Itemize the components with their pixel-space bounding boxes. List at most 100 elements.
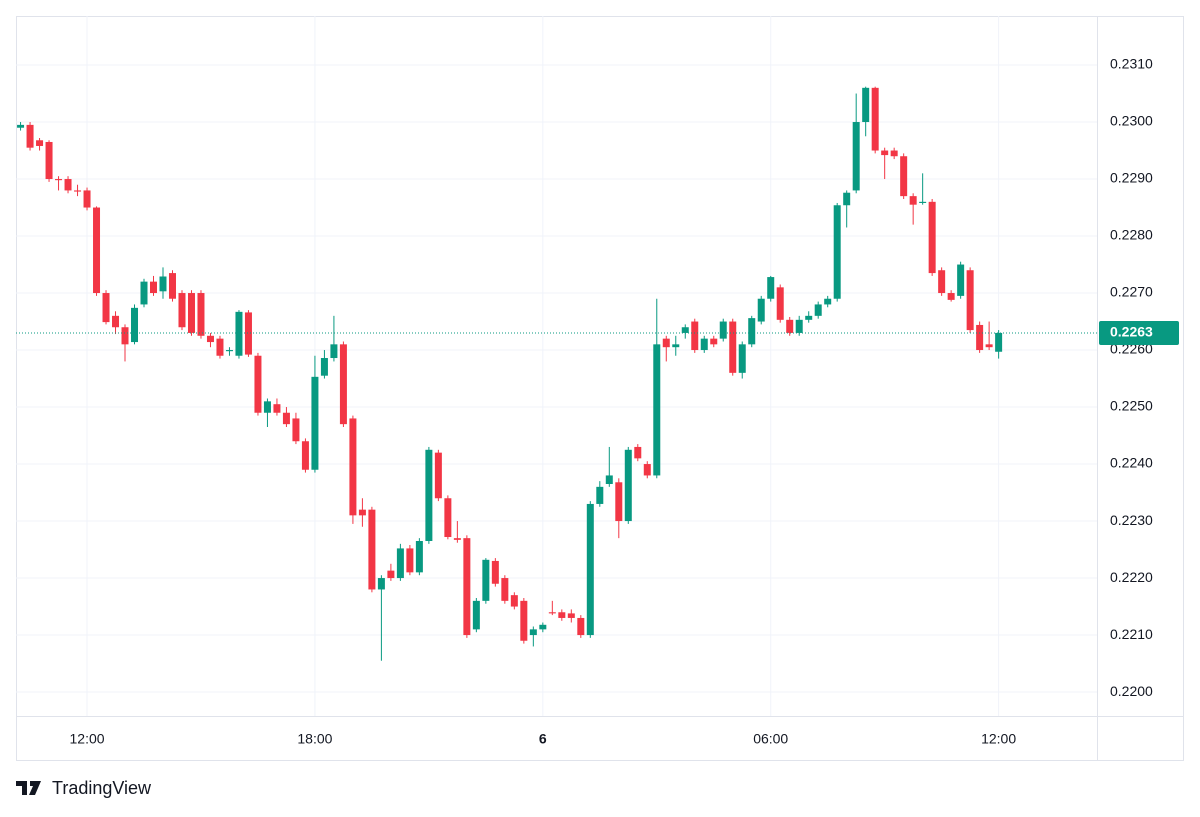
candle-body	[881, 150, 889, 156]
candle-body	[691, 321, 699, 351]
candle-body	[634, 446, 642, 459]
candle-body	[653, 344, 661, 476]
candle-body	[17, 124, 25, 128]
candle-body	[710, 338, 718, 345]
candle-body	[795, 319, 803, 333]
candle-body	[843, 192, 851, 206]
candle-body	[178, 293, 186, 328]
candle-body	[131, 307, 139, 343]
candle-body	[567, 613, 575, 618]
candle-body	[558, 612, 566, 618]
x-tick-label: 12:00	[981, 731, 1016, 747]
candle-body	[938, 270, 946, 294]
grid	[16, 16, 1097, 716]
candle-body	[539, 624, 547, 630]
candle-body	[330, 344, 338, 359]
candle-body	[453, 538, 461, 540]
candle-body	[757, 298, 765, 322]
candle-body	[339, 344, 347, 425]
candle-body	[976, 324, 984, 351]
logo-mark	[16, 781, 41, 795]
candle-body	[681, 327, 689, 333]
candle-body	[216, 338, 224, 356]
candle-body	[206, 335, 214, 343]
candle-body	[729, 321, 737, 373]
candle-body	[501, 578, 509, 601]
y-tick-label: 0.2310	[1110, 56, 1153, 72]
y-tick-label: 0.2250	[1110, 398, 1153, 414]
candle-body	[187, 293, 195, 333]
candle-body	[995, 332, 1003, 352]
y-tick-label: 0.2290	[1110, 170, 1153, 186]
logo: TradingView	[16, 778, 152, 798]
last-price-label: 0.2263	[1110, 324, 1153, 340]
y-tick-label: 0.2300	[1110, 113, 1153, 129]
candle-body	[55, 179, 63, 181]
candle-body	[121, 327, 129, 345]
candle-body	[93, 207, 101, 294]
candle-body	[824, 298, 832, 305]
candle-body	[463, 538, 471, 636]
candle-body	[83, 190, 91, 208]
candle-body	[235, 311, 243, 356]
candle-body	[719, 321, 727, 339]
candle-body	[415, 541, 423, 573]
candle-body	[548, 612, 556, 614]
candle-body	[814, 304, 822, 316]
candle-body	[586, 503, 594, 636]
candle-body	[738, 344, 746, 373]
candle-body	[605, 475, 613, 484]
brand-name: TradingView	[52, 778, 152, 798]
candle-body	[624, 449, 632, 522]
candle-body	[159, 276, 167, 292]
candle-body	[387, 570, 395, 579]
candle-body	[197, 293, 205, 336]
candle-body	[254, 355, 262, 413]
x-tick-label: 6	[539, 731, 547, 747]
candle-body	[890, 150, 898, 157]
candle-body	[74, 190, 82, 192]
candle-body	[900, 156, 908, 197]
candle-body	[444, 498, 452, 538]
candle-body	[102, 293, 110, 323]
candle-body	[358, 509, 366, 516]
candle-body	[406, 548, 414, 573]
candle-body	[776, 287, 784, 320]
candle-body	[112, 315, 120, 328]
axis-labels: 0.2200 0.2210 0.2220 0.2230 0.2240 0.2250 0.22…	[70, 56, 1179, 747]
candle-body	[282, 412, 290, 425]
y-tick-label: 0.2240	[1110, 455, 1153, 471]
candle-body	[852, 122, 860, 191]
candle-body	[140, 281, 148, 305]
y-tick-label: 0.2210	[1110, 626, 1153, 642]
candle-body	[482, 559, 490, 601]
candle-body	[273, 404, 281, 413]
candle-body	[748, 318, 756, 345]
candle-body	[64, 179, 72, 191]
candle-body	[966, 270, 974, 331]
candle-body	[947, 293, 955, 300]
candle-body	[472, 600, 480, 630]
candle-body	[596, 486, 604, 504]
candle-body	[919, 201, 927, 203]
candle-body	[805, 315, 813, 320]
candle-body	[871, 87, 879, 151]
y-tick-label: 0.2270	[1110, 284, 1153, 300]
candle-body	[662, 338, 670, 348]
candle-body	[368, 509, 376, 590]
candle-body	[700, 338, 708, 351]
candle-body	[311, 376, 319, 470]
candle-body	[377, 578, 385, 590]
candle-body	[957, 264, 965, 296]
candle-body	[263, 401, 271, 413]
candle-body	[520, 600, 528, 641]
candle-body	[577, 617, 585, 636]
x-tick-label: 12:00	[70, 731, 105, 747]
candle-body	[396, 548, 404, 579]
candle-body	[786, 319, 794, 333]
candle-body	[510, 595, 518, 607]
candle-body	[434, 452, 442, 499]
candle-body	[26, 124, 34, 148]
candle-body	[672, 344, 680, 348]
